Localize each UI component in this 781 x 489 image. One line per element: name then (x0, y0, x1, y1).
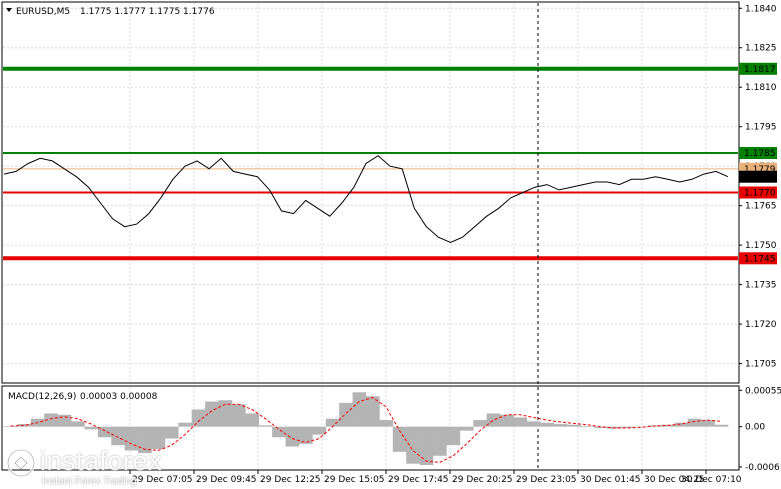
macd-histogram-bar (714, 424, 729, 427)
time-tick-label: 29 Dec 12:25 (260, 475, 321, 485)
macd-tick-label: 0.00055 (745, 386, 781, 396)
macd-histogram-bar (567, 424, 581, 427)
level-tag-label: 1.1745 (744, 254, 776, 264)
collapse-arrow-icon[interactable] (6, 8, 12, 12)
macd-histogram-bar (151, 426, 166, 450)
macd-histogram-bar (379, 420, 394, 427)
macd-histogram-bar (500, 414, 514, 427)
macd-histogram-bar (433, 426, 447, 456)
ohlc-values: 1.1775 1.1777 1.1775 1.1776 (80, 7, 215, 17)
macd-histogram-bar (17, 424, 32, 427)
macd-histogram-bar (84, 426, 99, 430)
macd-histogram-bar (191, 409, 206, 427)
macd-histogram-bar (57, 414, 72, 427)
macd-histogram-bar (178, 422, 193, 427)
time-axis: 29 Dec 07:05 29 Dec 09:45 29 Dec 12:25 29 D… (129, 470, 742, 485)
macd-histogram-bar (366, 396, 380, 427)
macd-histogram-bar (325, 418, 340, 427)
macd-histogram-bar (526, 421, 541, 427)
macd-histogram-bar (620, 426, 635, 428)
level-tag-bg (739, 62, 777, 75)
price-series-line (3, 155, 729, 244)
macd-histogram-bar (231, 404, 246, 427)
macd-histogram-bar (392, 426, 407, 452)
level-tag-bg (739, 147, 777, 160)
watermark-brand: instaforex (40, 446, 163, 476)
level-tag-label: 1.1817 (744, 65, 776, 75)
macd-histogram-bar (473, 420, 487, 427)
macd-histogram-bar (285, 426, 300, 447)
price-tick-label: 1.1840 (745, 4, 777, 14)
price-tick-label: 1.1825 (745, 44, 777, 54)
price-tick-label: 1.1735 (745, 281, 777, 291)
price-tick-label: 1.1705 (745, 360, 777, 370)
time-tick-label: 29 Dec 09:45 (196, 475, 257, 485)
time-tick-label: 29 Dec 20:25 (452, 475, 513, 485)
time-tick-label: 30 Dec 04:25 (644, 475, 705, 485)
price-tick-label: 1.1795 (745, 123, 777, 133)
level-tag-bg (739, 252, 777, 265)
macd-histogram-bar (124, 426, 139, 451)
macd-histogram-bar (111, 426, 125, 446)
level-tag-bg (739, 186, 777, 199)
macd-histogram-bar (298, 426, 313, 444)
macd-histogram-bar (446, 426, 461, 446)
horizontal-levels (3, 66, 738, 261)
macd-label: MACD(12,26,9) (8, 392, 76, 402)
time-tick-label: 29 Dec 07:05 (132, 475, 193, 485)
macd-histogram-bar (138, 426, 152, 454)
level-tag-label: 1.1785 (744, 149, 776, 159)
macd-histogram-bar (580, 426, 595, 427)
macd-histogram-bar (44, 413, 58, 427)
time-tick-label: 30 Dec 01:45 (580, 475, 641, 485)
level-tag-label: 1.1770 (744, 189, 776, 199)
macd-signal-line (10, 397, 722, 463)
symbol-label: EURUSD,M5 (16, 7, 70, 17)
macd-histogram-bar (272, 426, 286, 438)
macd-histogram-bar (339, 402, 353, 427)
macd-histogram-bar (352, 392, 367, 427)
macd-histogram-bar (419, 426, 434, 466)
macd-histogram-bar (553, 424, 568, 427)
macd-tick-label: 0.00 (745, 423, 765, 433)
macd-histogram-bar (687, 418, 702, 427)
macd-histogram-bar (634, 426, 648, 428)
watermark: instaforex Instant Forex Trading (6, 446, 186, 487)
macd-histogram-bar (258, 425, 273, 427)
macd-histogram-bar (593, 426, 608, 428)
macd-histogram-bar (513, 417, 528, 427)
price-tick-label: 1.1810 (745, 83, 777, 93)
macd-histogram-bar (97, 426, 112, 438)
macd-histogram-bar (205, 401, 219, 427)
level-tag-label: 1.1776 (744, 173, 776, 183)
macd-histogram-bar (459, 426, 474, 431)
level-tag-label: 1.1779 (744, 165, 776, 175)
time-tick-label: 29 Dec 17:45 (388, 475, 449, 485)
macd-histogram-bar (486, 413, 501, 427)
macd-histogram-bar (71, 421, 85, 427)
macd-histogram-bar (540, 422, 555, 427)
price-tick-label: 1.1720 (745, 320, 777, 330)
instaforex-logo-icon (6, 448, 36, 478)
macd-histogram-bar (164, 426, 179, 439)
macd-histogram-bar (701, 420, 715, 427)
time-tick-label: 29 Dec 15:05 (324, 475, 385, 485)
macd-histogram-bar (674, 422, 689, 427)
macd-histogram-bar (312, 426, 327, 435)
level-tag-bg (739, 170, 777, 183)
price-tick-label: 1.1765 (745, 202, 777, 212)
time-tick-label: 30 Dec 07:10 (681, 475, 742, 485)
time-tick-label: 29 Dec 23:05 (516, 475, 577, 485)
macd-histogram-bar (245, 413, 260, 427)
watermark-tagline: Instant Forex Trading (42, 476, 137, 487)
macd-histogram-bar (406, 426, 420, 464)
macd-histogram-bar (218, 400, 233, 427)
macd-values: 0.00003 0.00008 (80, 392, 158, 402)
price-tick-label: 1.1750 (745, 241, 777, 251)
